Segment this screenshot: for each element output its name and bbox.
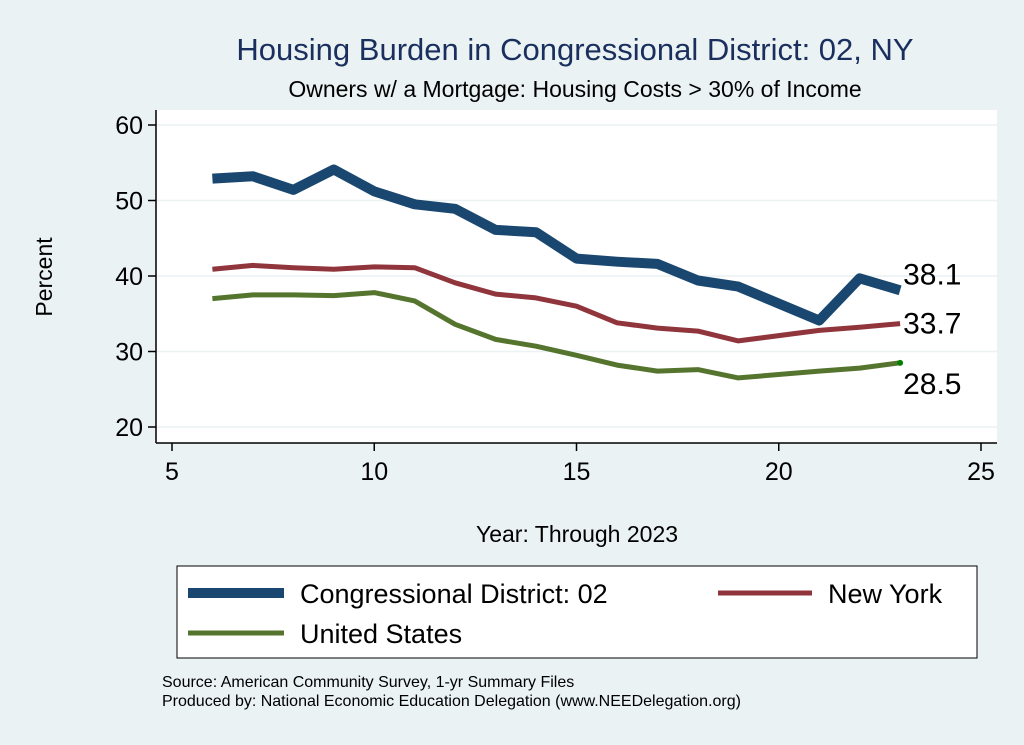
- legend-label-united-states: United States: [300, 619, 462, 649]
- legend-item-district: Congressional District: 02: [188, 579, 608, 609]
- legend: [176, 565, 978, 659]
- x-tick-label-5: 5: [165, 458, 179, 486]
- y-tick-label-20: 20: [115, 414, 143, 442]
- y-axis-title: Percent: [31, 237, 57, 317]
- x-tick-label-15: 15: [563, 458, 591, 486]
- x-axis-ticks: 5 10 15 20 25: [165, 443, 995, 486]
- end-label-united-states: 28.5: [903, 368, 961, 401]
- x-tick-label-10: 10: [360, 458, 388, 486]
- source-note: Source: American Community Survey, 1-yr …: [162, 674, 574, 691]
- y-tick-label-50: 50: [115, 188, 143, 216]
- end-label-new-york: 33.7: [903, 308, 961, 341]
- legend-item-new-york: New York: [718, 579, 943, 609]
- x-tick-label-25: 25: [967, 458, 995, 486]
- end-labels: 28.5 33.7 38.1: [897, 258, 961, 401]
- x-axis-title: Year: Through 2023: [476, 521, 678, 547]
- chart-title: Housing Burden in Congressional District…: [236, 32, 913, 67]
- end-marker-united-states: [897, 359, 904, 366]
- producer-note: Produced by: National Economic Education…: [162, 693, 741, 710]
- series-lines: [212, 164, 902, 381]
- y-tick-label-60: 60: [115, 112, 143, 140]
- legend-label-new-york: New York: [828, 579, 943, 609]
- legend-item-united-states: United States: [188, 619, 462, 649]
- y-tick-label-30: 30: [115, 339, 143, 367]
- x-tick-label-20: 20: [765, 458, 793, 486]
- chart-subtitle: Owners w/ a Mortgage: Housing Costs > 30…: [288, 76, 861, 102]
- end-label-district: 38.1: [903, 258, 961, 291]
- y-tick-label-40: 40: [115, 263, 143, 291]
- legend-label-district: Congressional District: 02: [300, 579, 608, 609]
- y-axis-ticks: 20 30 40 50 60: [115, 112, 156, 442]
